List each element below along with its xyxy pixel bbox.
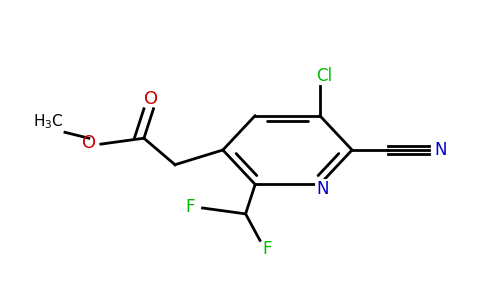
Text: O: O	[82, 134, 96, 152]
Text: H$_3$C: H$_3$C	[33, 113, 63, 131]
Text: N: N	[316, 180, 328, 198]
Text: F: F	[262, 240, 272, 258]
Text: N: N	[434, 141, 447, 159]
Text: O: O	[144, 90, 158, 108]
Text: Cl: Cl	[317, 67, 333, 85]
Text: F: F	[186, 197, 196, 215]
